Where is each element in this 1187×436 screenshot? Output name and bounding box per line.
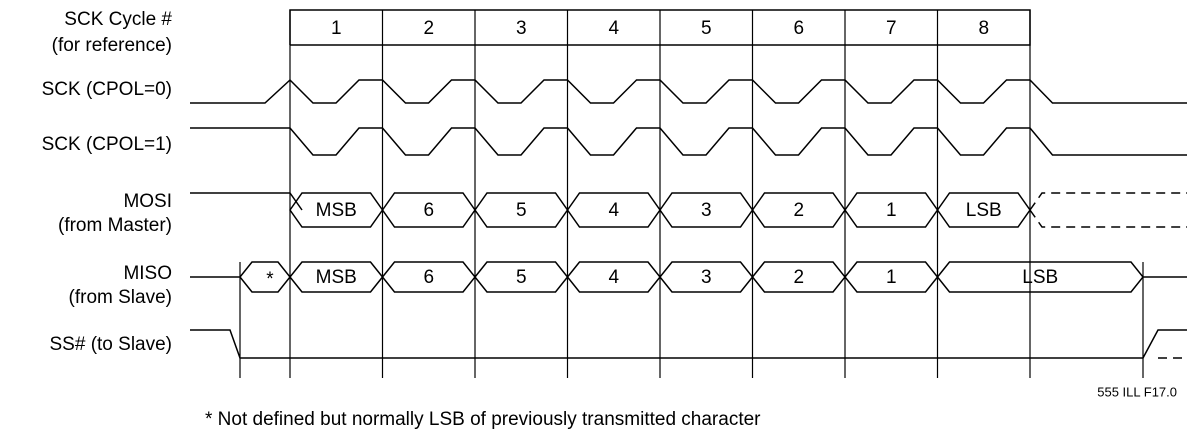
footnote: * Not defined but normally LSB of previo… [205, 409, 761, 430]
signal-label: SCK (CPOL=1) [42, 134, 172, 155]
cycle-number: 4 [608, 18, 619, 39]
signal-label: (for reference) [52, 35, 172, 56]
miso-bit-label: 2 [793, 267, 804, 288]
cycle-number: 3 [516, 18, 527, 39]
ss-line [190, 329, 1187, 359]
mosi-bit-label: 3 [701, 200, 712, 221]
mosi-bit-label: MSB [316, 200, 357, 221]
miso-bit-label: 1 [886, 267, 897, 288]
mosi-bit-label: 2 [793, 200, 804, 221]
cycle-number: 8 [978, 18, 989, 39]
miso-bit-label: 5 [516, 267, 527, 288]
mosi-bit-label: 4 [608, 200, 619, 221]
signal-label: MISO [123, 263, 172, 284]
undefined-marker: * [266, 269, 274, 290]
miso-bit-label: MSB [316, 267, 357, 288]
mosi-bit-label: 5 [516, 200, 527, 221]
mosi-tail [1029, 192, 1187, 211]
mosi-bit-label: LSB [966, 200, 1002, 221]
cycle-number: 2 [423, 18, 434, 39]
figure-id: 555 ILL F17.0 [1097, 384, 1177, 399]
mosi-bit-label: 1 [886, 200, 897, 221]
mosi-idle [190, 192, 303, 211]
mosi-bit-label: 6 [423, 200, 434, 221]
miso-bit-label: LSB [1022, 267, 1058, 288]
miso-bit-label: 4 [608, 267, 619, 288]
cycle-number: 5 [701, 18, 712, 39]
sck-cpol0 [190, 78, 1187, 104]
cycle-number: 6 [793, 18, 804, 39]
cycle-number: 1 [331, 18, 342, 39]
miso-bit-label: 6 [423, 267, 434, 288]
signal-label: SCK Cycle # [64, 9, 172, 30]
signal-label: (from Master) [58, 215, 172, 236]
miso-undefined [239, 261, 291, 293]
signal-label: (from Slave) [69, 287, 172, 308]
cycle-number: 7 [886, 18, 897, 39]
signal-label: SCK (CPOL=0) [42, 79, 172, 100]
miso-bit-label: 3 [701, 267, 712, 288]
sck-cpol1 [190, 127, 1187, 156]
signal-label: SS# (to Slave) [50, 334, 173, 355]
signal-label: MOSI [123, 191, 172, 212]
mosi-tail [1029, 209, 1187, 228]
